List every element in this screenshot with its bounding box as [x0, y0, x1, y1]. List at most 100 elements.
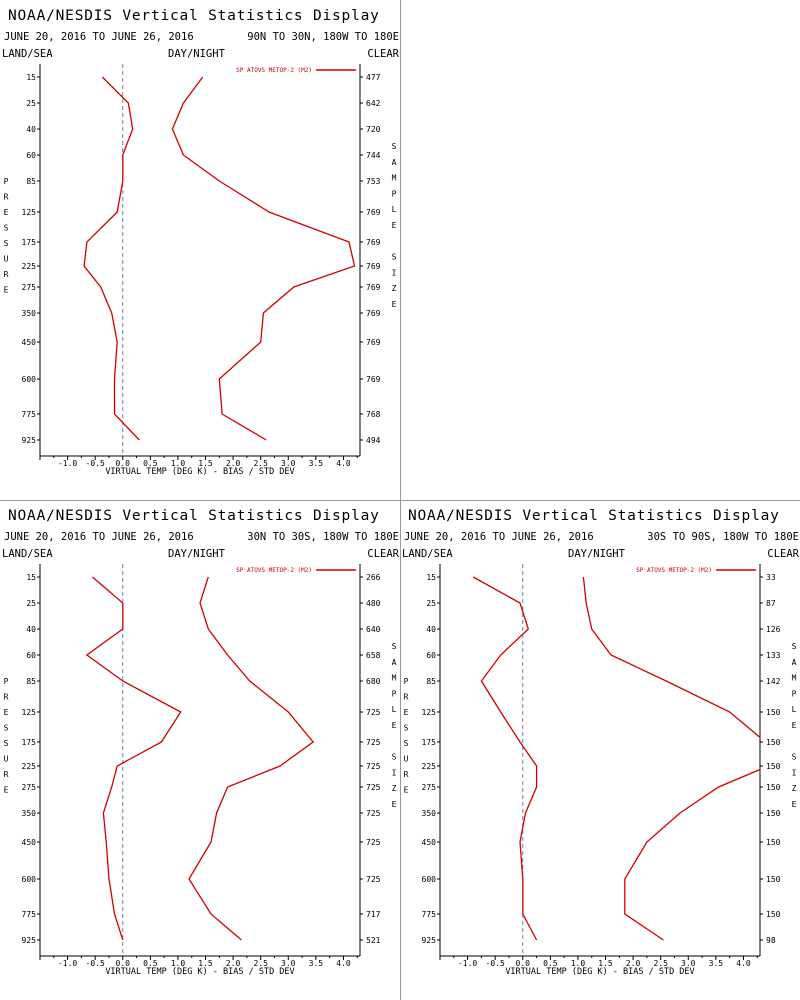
x-tick-label: -0.5	[86, 459, 105, 468]
pressure-axis-letter: S	[4, 739, 9, 748]
sample-size-label: 150	[766, 809, 781, 818]
sample-size-axis-letter: E	[392, 221, 397, 230]
pressure-tick-label: 15	[26, 73, 36, 82]
pressure-tick-label: 25	[26, 599, 36, 608]
stats-panel-tropics: NOAA/NESDIS Vertical Statistics Display J…	[0, 500, 400, 1000]
sample-size-axis-letter: L	[792, 705, 797, 714]
sample-size-label: 769	[366, 309, 381, 318]
bias-series-line	[85, 576, 182, 941]
sample-size-label: 769	[366, 338, 381, 347]
std-dev-series-line	[188, 576, 315, 941]
pressure-axis-letter: E	[404, 708, 409, 717]
panel-title: NOAA/NESDIS Vertical Statistics Display	[408, 508, 780, 524]
pressure-tick-label: 125	[22, 208, 37, 217]
x-tick-label: 3.5	[309, 959, 324, 968]
pressure-axis-letter: R	[4, 770, 9, 779]
x-tick-label: 4.0	[736, 959, 751, 968]
pressure-axis-letter: S	[4, 239, 9, 248]
x-tick-label: 2.5	[653, 959, 668, 968]
pressure-axis-letter: R	[4, 270, 9, 279]
sample-size-axis-letter: P	[792, 689, 797, 698]
sample-size-label: 150	[766, 783, 781, 792]
sample-size-axis-letter: A	[792, 658, 797, 667]
std-dev-series-line	[582, 576, 760, 941]
pressure-tick-label: 925	[422, 936, 437, 945]
x-tick-label: 4.0	[336, 959, 351, 968]
pressure-tick-label: 15	[26, 573, 36, 582]
x-tick-label: -0.5	[486, 959, 505, 968]
sample-size-label: 725	[366, 708, 381, 717]
sample-size-axis-letter: E	[792, 800, 797, 809]
sample-size-axis-letter: I	[792, 768, 797, 777]
sample-size-axis-letter: I	[392, 768, 397, 777]
pressure-tick-label: 60	[426, 651, 436, 660]
pressure-tick-label: 600	[22, 375, 37, 384]
sample-size-label: 658	[366, 651, 381, 660]
bias-series-line	[472, 576, 538, 941]
pressure-tick-label: 25	[426, 599, 436, 608]
sample-size-axis-letter: L	[392, 205, 397, 214]
x-tick-label: 1.0	[171, 959, 186, 968]
x-axis-label: VIRTUAL TEMP (DEG K) - BIAS / STD DEV	[105, 467, 294, 477]
pressure-tick-label: 925	[22, 936, 37, 945]
pressure-tick-label: 450	[22, 338, 37, 347]
land-sea-label: LAND/SEA	[2, 548, 53, 560]
sample-size-label: 725	[366, 738, 381, 747]
sample-size-axis-letter: Z	[392, 284, 397, 293]
bias-series-line	[83, 76, 140, 441]
sample-size-axis-letter: P	[392, 689, 397, 698]
sample-size-axis-letter: M	[792, 674, 797, 683]
pressure-tick-label: 85	[26, 677, 36, 686]
x-tick-label: -1.0	[58, 459, 77, 468]
pressure-axis-letter: R	[4, 693, 9, 702]
pressure-tick-label: 350	[422, 809, 437, 818]
x-tick-label: 1.5	[198, 459, 213, 468]
pressure-tick-label: 450	[422, 838, 437, 847]
sample-size-axis-letter: E	[392, 721, 397, 730]
x-tick-label: 3.5	[709, 959, 724, 968]
pressure-tick-label: 775	[22, 410, 37, 419]
panel-title: NOAA/NESDIS Vertical Statistics Display	[8, 8, 380, 24]
x-tick-label: 3.0	[281, 459, 296, 468]
sample-size-axis-letter: P	[392, 189, 397, 198]
sample-size-label: 725	[366, 875, 381, 884]
x-tick-label: 4.0	[336, 459, 351, 468]
sample-size-label: 480	[366, 599, 381, 608]
pressure-tick-label: 225	[22, 262, 37, 271]
x-tick-label: 2.0	[626, 959, 641, 968]
pressure-tick-label: 25	[26, 99, 36, 108]
pressure-axis-letter: R	[404, 693, 409, 702]
sample-size-label: 769	[366, 262, 381, 271]
sample-size-label: 126	[766, 625, 781, 634]
day-night-label: DAY/NIGHT	[168, 48, 226, 60]
date-range: JUNE 20, 2016 TO JUNE 26, 2016	[4, 531, 194, 543]
sample-size-axis-letter: S	[392, 253, 397, 262]
sample-size-label: 521	[366, 936, 381, 945]
chart-svg: NOAA/NESDIS Vertical Statistics Display J…	[2, 8, 400, 477]
sample-size-label: 717	[366, 910, 381, 919]
region-label: 30S TO 90S, 180W TO 180E	[647, 531, 799, 543]
sample-size-axis-letter: S	[392, 142, 397, 151]
x-tick-label: 0.5	[143, 459, 158, 468]
sample-size-label: 769	[366, 238, 381, 247]
sample-size-axis-letter: S	[792, 753, 797, 762]
region-label: 90N TO 30N, 180W TO 180E	[247, 31, 399, 43]
x-tick-label: 3.0	[681, 959, 696, 968]
day-night-label: DAY/NIGHT	[568, 548, 626, 560]
pressure-axis-letter: R	[4, 193, 9, 202]
sample-size-label: 725	[366, 783, 381, 792]
pressure-axis-letter: U	[404, 755, 409, 764]
sample-size-axis-letter: A	[392, 658, 397, 667]
sample-size-label: 477	[366, 73, 381, 82]
sample-size-axis-letter: L	[392, 705, 397, 714]
sample-size-label: 142	[766, 677, 781, 686]
x-tick-label: 0.5	[143, 959, 158, 968]
x-tick-label: 2.5	[253, 459, 268, 468]
sample-size-label: 725	[366, 838, 381, 847]
pressure-axis-letter: U	[4, 755, 9, 764]
pressure-axis-letter: E	[4, 786, 9, 795]
date-range: JUNE 20, 2016 TO JUNE 26, 2016	[4, 31, 194, 43]
pressure-axis-letter: R	[404, 770, 409, 779]
panel-title: NOAA/NESDIS Vertical Statistics Display	[8, 508, 380, 524]
chart-svg: NOAA/NESDIS Vertical Statistics Display J…	[402, 508, 800, 977]
